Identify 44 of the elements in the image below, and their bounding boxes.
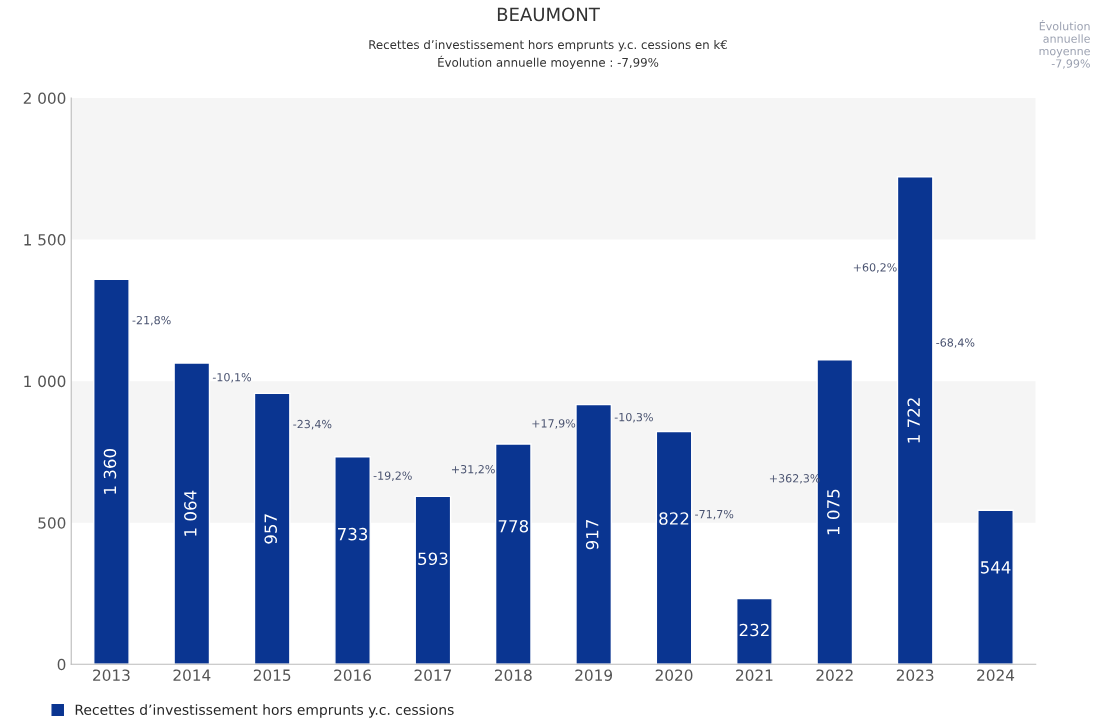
x-tick-label: 2013 xyxy=(93,669,130,681)
x-tick-label: 2019 xyxy=(575,669,613,681)
data-label: 1 064 xyxy=(184,490,197,536)
annotation: +17,9% xyxy=(532,419,576,429)
y-tick-label: 0 xyxy=(57,658,66,671)
data-label: 593 xyxy=(418,552,448,566)
data-label: 1 075 xyxy=(827,489,840,535)
data-label: 1 722 xyxy=(907,398,920,443)
annotation: -10,3% xyxy=(614,412,653,423)
x-tick-label: 2022 xyxy=(816,669,853,681)
annotation: -68,4% xyxy=(936,338,975,348)
text: Évolution annuelle moyenne -7,99% xyxy=(1039,19,1090,69)
y-tick-label: 500 xyxy=(38,517,66,529)
x-tick-label: 2018 xyxy=(494,669,532,681)
x-tick-label: 2016 xyxy=(334,669,372,681)
annotation: +60,2% xyxy=(853,263,897,273)
data-label: 232 xyxy=(739,623,769,637)
data-label: 544 xyxy=(980,561,1011,574)
x-tick-label: 2021 xyxy=(736,669,773,681)
annotation: -19,2% xyxy=(373,471,412,481)
y-tick-label: 2 000 xyxy=(23,92,66,105)
data-label: 733 xyxy=(338,527,368,541)
annotation: -21,8% xyxy=(132,315,171,326)
annotation: -10,1% xyxy=(212,373,252,383)
chart-title: BEAUMONT xyxy=(497,7,600,22)
x-tick-label: 2014 xyxy=(173,669,211,681)
data-label: 1 360 xyxy=(103,449,117,494)
data-label: 957 xyxy=(264,514,278,544)
data-label: 917 xyxy=(585,519,599,550)
bar xyxy=(736,597,773,665)
annotation: -23,4% xyxy=(293,419,332,430)
x-tick-label: 2017 xyxy=(414,669,452,681)
y-tick-label: 1 500 xyxy=(24,234,66,246)
x-tick-label: 2020 xyxy=(655,669,693,681)
chart-subtitle: Recettes d’investissement hors emprunts y.c. cessions en k€ Évolution annuelle moyenne : -7,99% xyxy=(369,39,727,70)
data-label: 822 xyxy=(659,512,689,525)
annotation: -71,7% xyxy=(695,509,734,520)
annotation: +31,2% xyxy=(451,465,495,475)
y-tick-label: 1 000 xyxy=(24,375,66,388)
x-tick-label: 2015 xyxy=(253,669,291,681)
legend-label: Recettes d’investissement hors emprunts y.c. cessions xyxy=(75,704,454,718)
x-tick-label: 2024 xyxy=(977,669,1015,681)
x-tick-label: 2023 xyxy=(896,669,934,681)
data-label: 778 xyxy=(498,519,529,533)
